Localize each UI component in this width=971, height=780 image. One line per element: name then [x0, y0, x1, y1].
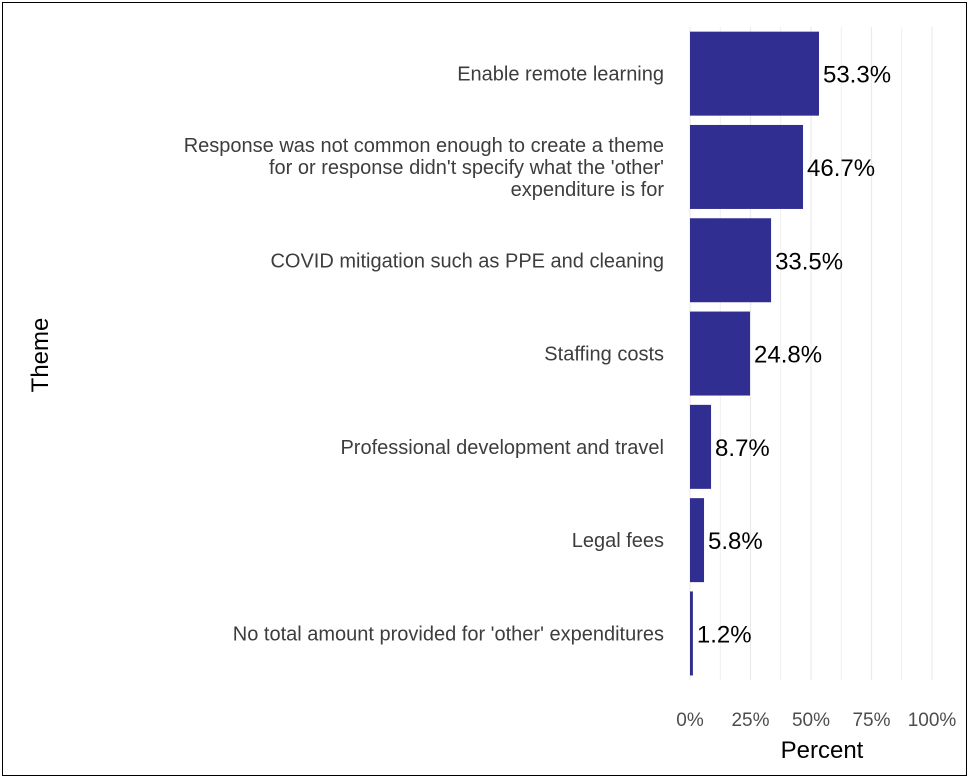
category-labels: Enable remote learning Response was not c… — [184, 64, 665, 646]
bar — [690, 591, 693, 676]
bar — [690, 124, 804, 209]
x-tick-label: 75% — [852, 710, 890, 731]
x-tick-label: 100% — [908, 710, 957, 731]
value-label: 5.8% — [708, 528, 763, 555]
x-tick-label: 50% — [792, 710, 830, 731]
value-labels: 53.3% 46.7% 33.5% 24.8% 8.7% 5.8% 1.2% — [697, 62, 891, 649]
category-label: COVID mitigation such as PPE and cleanin… — [270, 250, 664, 272]
x-tick-labels: 0% 25% 50% 75% 100% — [676, 710, 956, 731]
category-label: Legal fees — [572, 530, 664, 552]
value-label: 1.2% — [697, 621, 752, 648]
bar — [690, 404, 712, 489]
y-axis-title: Theme — [27, 318, 54, 393]
value-label: 53.3% — [823, 62, 891, 89]
category-label: Enable remote learning — [457, 64, 664, 86]
value-label: 8.7% — [715, 435, 770, 462]
bar — [690, 498, 705, 583]
value-label: 46.7% — [807, 155, 875, 182]
bar — [690, 31, 819, 116]
category-label: Response was not common enough to create… — [184, 135, 665, 201]
category-label: Professional development and travel — [340, 437, 664, 459]
bar — [690, 218, 772, 303]
category-label: Staffing costs — [544, 344, 664, 366]
x-tick-label: 0% — [676, 710, 704, 731]
category-label: No total amount provided for 'other' exp… — [233, 623, 664, 645]
value-label: 33.5% — [775, 248, 843, 275]
bars — [690, 31, 819, 676]
x-tick-label: 25% — [731, 710, 769, 731]
bar — [690, 311, 751, 396]
value-label: 24.8% — [754, 342, 822, 369]
x-axis-title: Percent — [781, 737, 864, 764]
